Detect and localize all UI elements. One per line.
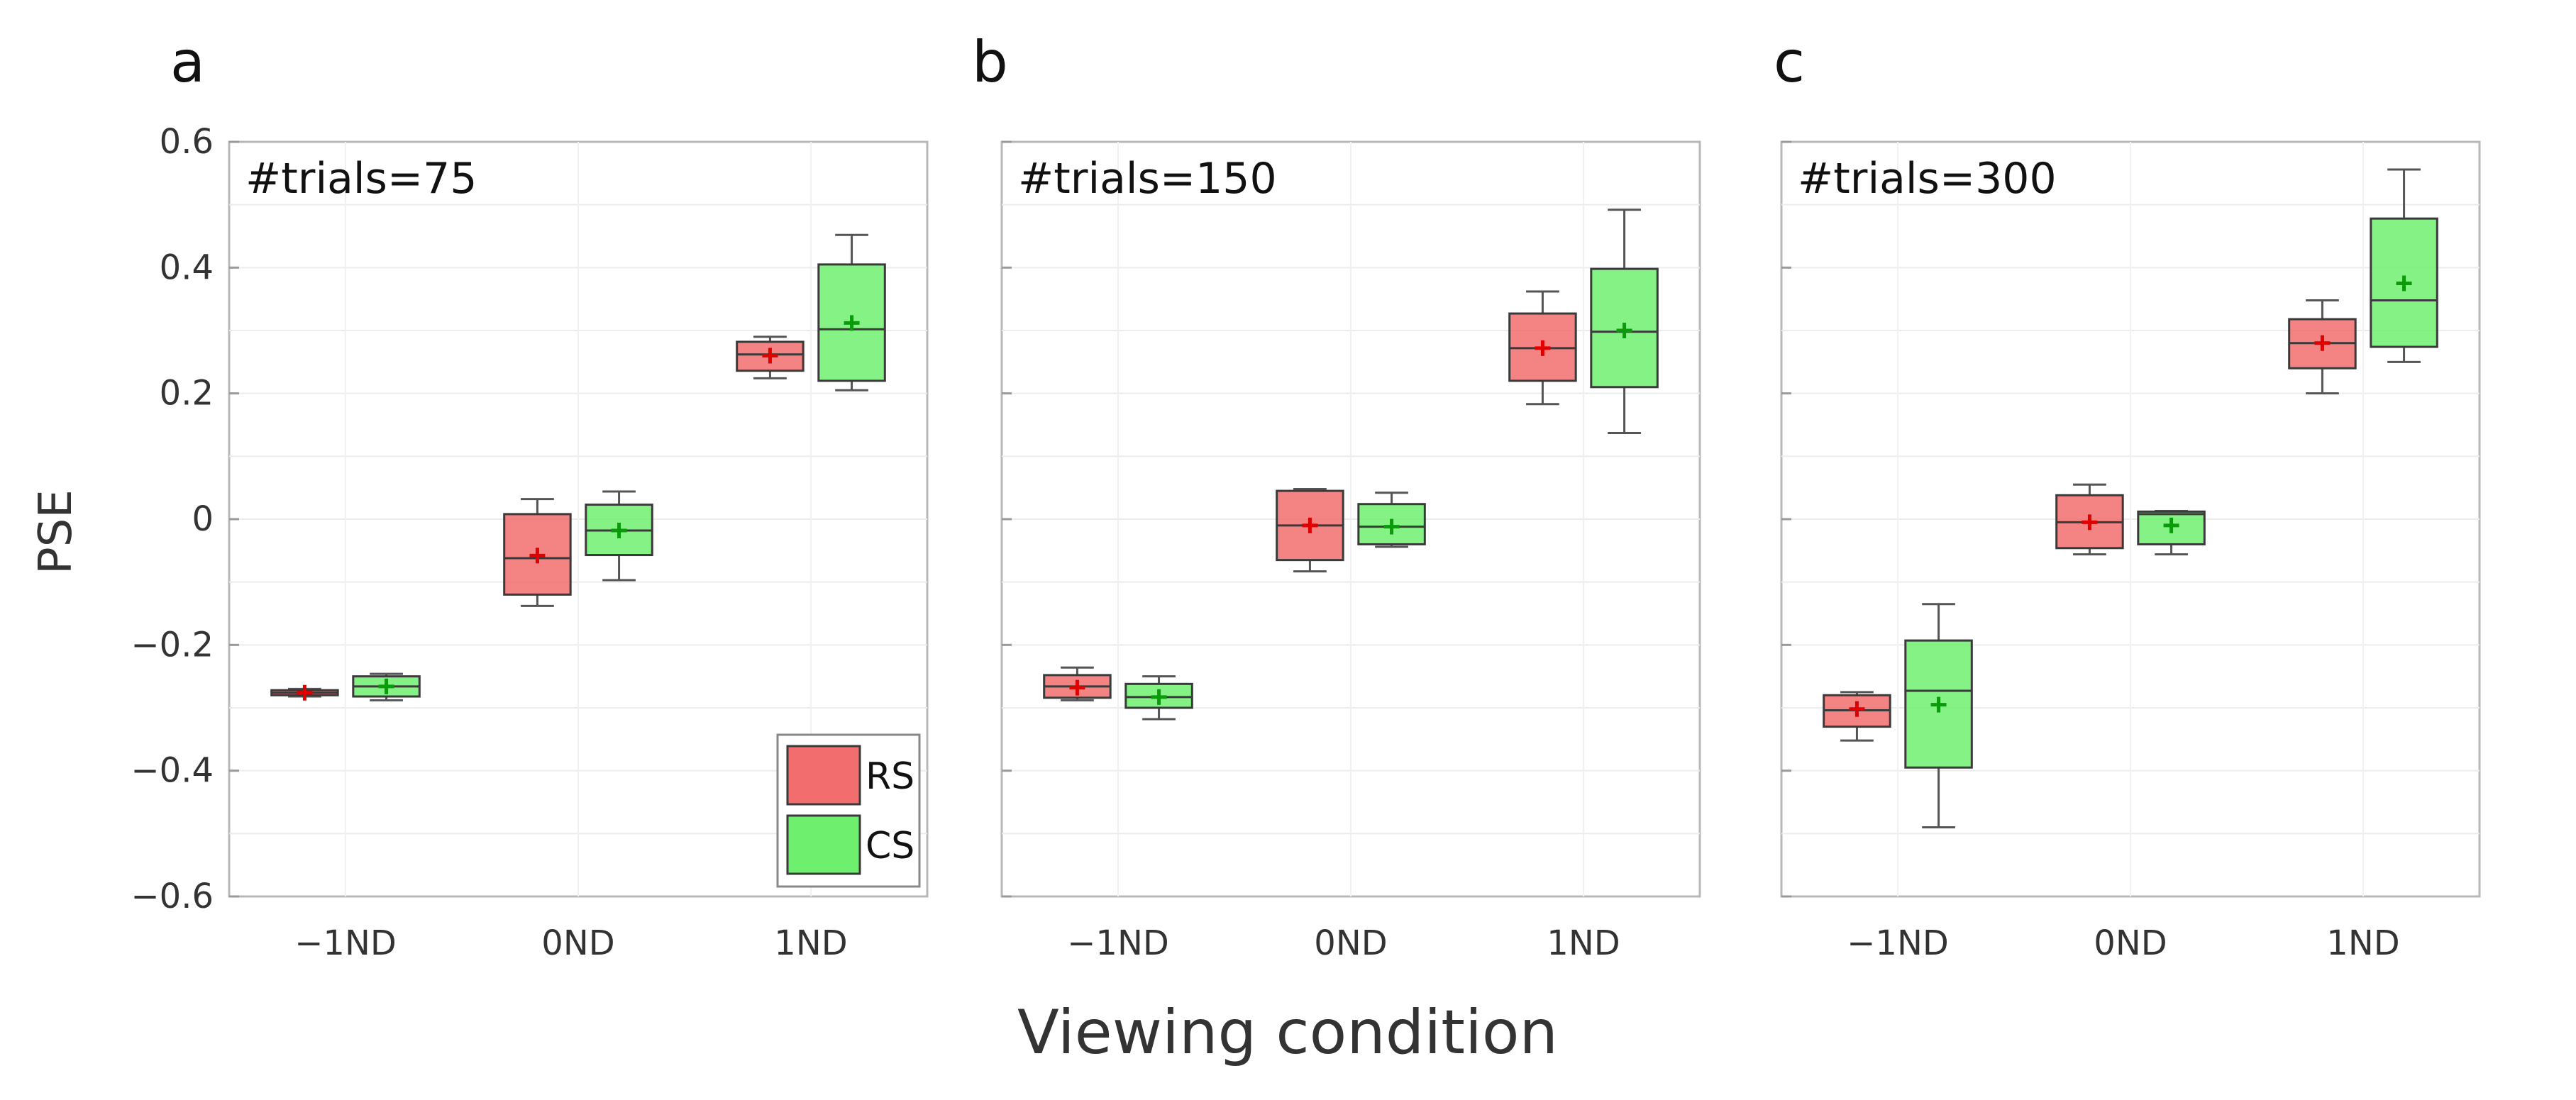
- box-cs-0: [352, 672, 421, 701]
- panel-b: b −1ND 0ND 1ND #trials=150: [972, 29, 1701, 963]
- y-tick-label: −0.6: [131, 877, 214, 916]
- x-tick-label: 0ND: [541, 923, 614, 963]
- box-mean-marker: [1151, 689, 1167, 705]
- legend: RS CS: [776, 733, 921, 888]
- box-rs-2: [1508, 290, 1577, 406]
- x-tick-label: 0ND: [1314, 923, 1387, 963]
- legend-swatch-rs: [786, 745, 861, 806]
- box-rs-1: [503, 498, 572, 607]
- box-rs-1: [1276, 487, 1344, 573]
- panel-letter: a: [170, 29, 205, 95]
- box-cs-2: [2370, 168, 2438, 363]
- box-mean-marker: [762, 348, 778, 364]
- box-cs-0: [1904, 603, 1973, 828]
- panel-trials-label: #trials=75: [245, 154, 477, 204]
- panel-a: a 0.6 0.4 0.2 0 −0.2 −0.4 −0.6 −1ND 0ND 1ND #trials…: [131, 29, 929, 963]
- y-tick-label: 0.6: [160, 122, 214, 162]
- box-mean-marker: [1849, 701, 1865, 717]
- box-mean-marker: [1302, 517, 1318, 533]
- box-rs-2: [2288, 299, 2357, 395]
- box-mean-marker: [297, 684, 313, 701]
- box-mean-marker: [2082, 514, 2098, 530]
- legend-label-rs: RS: [866, 755, 914, 798]
- box-rs-1: [2055, 483, 2124, 556]
- box-rs-0: [1823, 691, 1891, 742]
- legend-swatch-cs: [786, 814, 861, 875]
- box-rs-0: [270, 684, 339, 701]
- legend-label-cs: CS: [866, 825, 914, 867]
- box-mean-marker: [1535, 340, 1551, 356]
- box-rs-0: [1043, 666, 1112, 701]
- box-cs-0: [1124, 675, 1193, 721]
- box-cs-1: [2137, 509, 2206, 556]
- y-tick-label: −0.2: [131, 625, 214, 665]
- y-tick-label: 0.2: [160, 374, 214, 413]
- x-tick-label: 1ND: [774, 923, 847, 963]
- x-tick-label: 0ND: [2094, 923, 2167, 963]
- box-cs-2: [1590, 209, 1659, 435]
- panel-trials-label: #trials=300: [1798, 154, 2057, 204]
- box-mean-marker: [529, 548, 546, 564]
- box-mean-marker: [1383, 518, 1400, 535]
- box-rs-2: [736, 335, 805, 379]
- x-tick-label: 1ND: [1547, 923, 1620, 963]
- y-axis-label: PSE: [30, 489, 82, 574]
- box-mean-marker: [2163, 517, 2179, 533]
- x-tick-label: 1ND: [2326, 923, 2399, 963]
- y-tick-label: 0: [192, 499, 214, 539]
- y-tick-label: −0.4: [131, 751, 214, 791]
- box-mean-marker: [1616, 323, 1632, 338]
- box-cs-1: [1357, 491, 1426, 548]
- box-mean-marker: [378, 678, 394, 694]
- x-tick-label: −1ND: [1067, 923, 1169, 963]
- x-tick-label: −1ND: [294, 923, 397, 963]
- panel-letter: b: [972, 29, 1008, 95]
- panel-letter: c: [1774, 29, 1805, 95]
- panel-c: c −1ND 0ND 1ND #trials=300: [1774, 29, 2481, 963]
- box-cs-2: [817, 233, 886, 391]
- panel-trials-label: #trials=150: [1018, 154, 1277, 204]
- box-mean-marker: [611, 522, 627, 538]
- x-tick-label: −1ND: [1847, 923, 1949, 963]
- box-mean-marker: [2396, 275, 2412, 291]
- panels-layer: a 0.6 0.4 0.2 0 −0.2 −0.4 −0.6 −1ND 0ND 1ND #trials…: [131, 29, 2481, 963]
- box-mean-marker: [844, 315, 860, 331]
- y-tick-label: 0.4: [160, 248, 214, 287]
- box-mean-marker: [2314, 335, 2331, 351]
- box-mean-marker: [1069, 679, 1085, 696]
- box-cs-1: [585, 490, 653, 582]
- x-axis-label: Viewing condition: [1017, 997, 1558, 1068]
- box-mean-marker: [1930, 696, 1947, 713]
